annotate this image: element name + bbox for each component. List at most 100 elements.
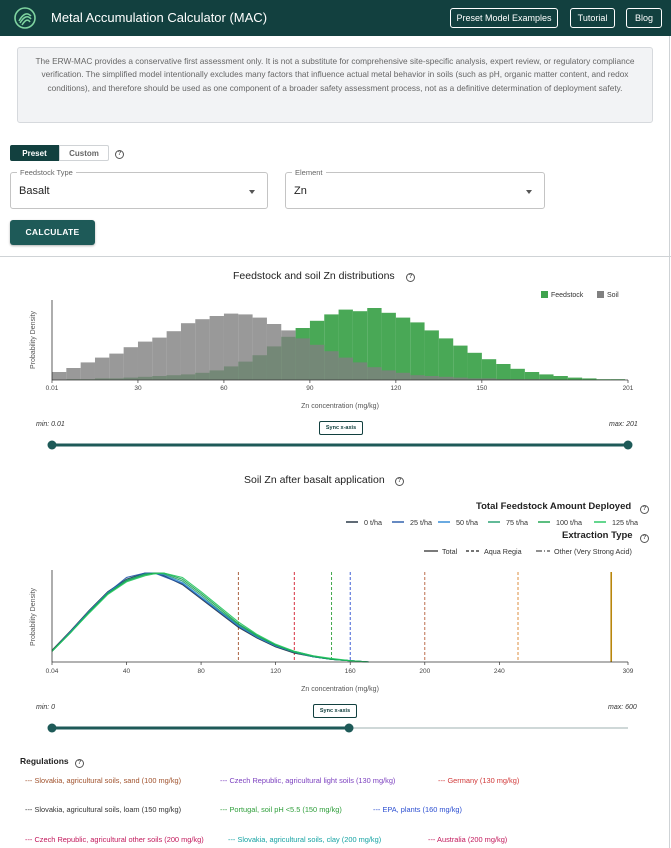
preset-model-examples-button[interactable]: Preset Model Examples xyxy=(450,8,558,28)
chart1-tick-label: 30 xyxy=(134,385,142,392)
chart2-help-icon[interactable]: ? xyxy=(395,477,404,486)
blog-button[interactable]: Blog xyxy=(626,8,662,28)
element-label: Element xyxy=(292,168,326,177)
histogram-bar-soil xyxy=(252,317,267,380)
histogram-bar-soil xyxy=(80,362,95,380)
histogram-bar-feedstock xyxy=(553,376,568,380)
histogram-bar-soil xyxy=(223,313,239,380)
histogram-bar-soil xyxy=(52,372,67,380)
regulation-label: Slovakia, agricultural soils, sand (100 … xyxy=(34,776,182,785)
chart1-range-slider[interactable] xyxy=(40,438,640,452)
regulation-item[interactable]: --- Portugal, soil pH <5.5 (150 mg/kg) xyxy=(220,805,342,814)
scroll-divider xyxy=(669,36,670,848)
histogram-bar-soil xyxy=(367,367,382,380)
histogram-bar-feedstock xyxy=(481,359,497,380)
legend-total-help-icon[interactable]: ? xyxy=(640,505,649,514)
chart2-tick-label: 240 xyxy=(494,668,505,675)
soil-after-application-chart: 0.04 40 80 120 160 200 240 309 Probability Dens… xyxy=(30,570,634,693)
regulation-label: Australia (200 mg/kg) xyxy=(437,835,508,844)
histogram-bar-soil xyxy=(281,330,296,380)
chart2-slider-max-handle xyxy=(344,723,354,733)
chart2-tick-label: 309 xyxy=(623,668,634,675)
mode-help-icon[interactable]: ? xyxy=(115,150,124,159)
chart1-tick-label: 0.01 xyxy=(46,385,59,392)
amount-legend-label: 50 t/ha xyxy=(456,518,478,527)
histogram-bar-soil xyxy=(295,338,310,380)
legend-extraction-title: Extraction Type xyxy=(562,530,633,541)
preset-toggle[interactable]: Preset xyxy=(10,145,59,161)
chart1-sync-x-axis-button[interactable]: Sync x-axis xyxy=(319,421,363,435)
regulation-item[interactable]: --- Germany (130 mg/kg) xyxy=(438,776,520,785)
histogram-bar-soil xyxy=(410,375,425,380)
series-line-0-t-ha xyxy=(51,572,369,663)
series-line-125-t-ha xyxy=(51,572,369,663)
histogram-bar-feedstock xyxy=(467,352,482,380)
histogram-bar-feedstock xyxy=(510,368,525,380)
chart1-tick-label: 90 xyxy=(306,385,314,392)
disclaimer-box: The ERW-MAC provides a conservative firs… xyxy=(17,47,653,123)
chart1-max-label: max: 201 xyxy=(609,421,638,428)
histogram-bar-soil xyxy=(137,341,153,380)
chart1-help-icon[interactable]: ? xyxy=(406,273,415,282)
chart2-range-slider[interactable] xyxy=(40,721,640,735)
regulation-label: Portugal, soil pH <5.5 (150 mg/kg) xyxy=(229,805,342,814)
regulation-item[interactable]: --- Australia (200 mg/kg) xyxy=(428,835,508,844)
chart1-ylabel: Probability Density xyxy=(30,311,37,369)
app-title: Metal Accumulation Calculator (MAC) xyxy=(51,10,268,25)
regulation-item[interactable]: --- Slovakia, agricultural soils, loam (… xyxy=(25,805,182,814)
histogram-bar-feedstock xyxy=(395,317,411,380)
histogram-bar-soil xyxy=(338,357,353,380)
histogram-bar-soil xyxy=(309,344,325,380)
chart2-title: Soil Zn after basalt application xyxy=(244,474,385,486)
histogram-bar-feedstock xyxy=(367,308,382,380)
calculate-button[interactable]: CALCULATE xyxy=(10,220,95,245)
chart2-tick-label: 200 xyxy=(419,668,430,675)
histogram-bar-feedstock xyxy=(453,345,468,380)
custom-toggle[interactable]: Custom xyxy=(59,145,109,161)
regulation-label: EPA, plants (160 mg/kg) xyxy=(382,805,462,814)
legend-total-title: Total Feedstock Amount Deployed xyxy=(476,501,632,512)
regulation-item[interactable]: --- Czech Republic, agricultural light s… xyxy=(220,776,396,785)
chart1-title: Feedstock and soil Zn distributions xyxy=(233,270,395,282)
chart2-tick-label: 120 xyxy=(270,668,281,675)
regulation-item[interactable]: --- Slovakia, agricultural soils, clay (… xyxy=(228,835,382,844)
histogram-bar-soil xyxy=(438,376,454,380)
chart2-tick-label: 160 xyxy=(345,668,356,675)
histogram-bar-feedstock xyxy=(424,330,439,380)
app-logo-icon[interactable] xyxy=(14,7,36,29)
chart2-sync-x-axis-button[interactable]: Sync x-axis xyxy=(313,704,357,718)
chart1-xlabel: Zn concentration (mg/kg) xyxy=(301,403,379,410)
regulations-help-icon[interactable]: ? xyxy=(75,759,84,768)
element-select[interactable]: Element Zn xyxy=(285,168,545,209)
extraction-legend: Total Aqua Regia Other (Very Strong Acid… xyxy=(424,547,632,556)
histogram-bar-feedstock xyxy=(524,372,540,380)
histogram-bar-soil xyxy=(424,376,439,380)
amount-legend-label: 125 t/ha xyxy=(612,518,638,527)
tutorial-button[interactable]: Tutorial xyxy=(570,8,615,28)
feedstock-type-value: Basalt xyxy=(19,185,50,197)
histogram-bar-soil xyxy=(195,319,210,380)
amount-legend: 0 t/ha 25 t/ha 50 t/ha 75 t/ha 100 t/ha 125 t… xyxy=(346,518,638,527)
regulation-label: Slovakia, agricultural soils, clay (200 … xyxy=(237,835,382,844)
histogram-bar-soil xyxy=(266,324,282,380)
histogram-bar-soil xyxy=(66,368,81,380)
histogram-bar-feedstock xyxy=(410,322,425,380)
regulation-item[interactable]: --- EPA, plants (160 mg/kg) xyxy=(373,805,462,814)
histogram-bar-soil xyxy=(180,323,196,380)
regulation-item[interactable]: --- Slovakia, agricultural soils, sand (… xyxy=(25,776,182,785)
histogram-bar-feedstock xyxy=(567,377,583,380)
legend-soil-label: Soil xyxy=(607,292,619,299)
legend-feedstock-swatch xyxy=(541,291,548,298)
regulation-label: Slovakia, agricultural soils, loam (150 … xyxy=(34,805,182,814)
histogram-bar-soil xyxy=(381,370,396,380)
regulation-item[interactable]: --- Czech Republic, agricultural other s… xyxy=(25,835,204,844)
extraction-other-label: Other (Very Strong Acid) xyxy=(554,547,632,556)
legend-feedstock-label: Feedstock xyxy=(551,292,584,299)
histogram-bar-soil xyxy=(152,337,167,380)
histogram-bar-feedstock xyxy=(582,378,597,380)
histogram-bar-soil xyxy=(453,377,468,380)
legend-extraction-help-icon[interactable]: ? xyxy=(640,534,649,543)
series-line-50-t-ha xyxy=(51,572,369,663)
histogram-bar-soil xyxy=(94,357,110,380)
feedstock-type-select[interactable]: Feedstock Type Basalt xyxy=(10,168,268,209)
